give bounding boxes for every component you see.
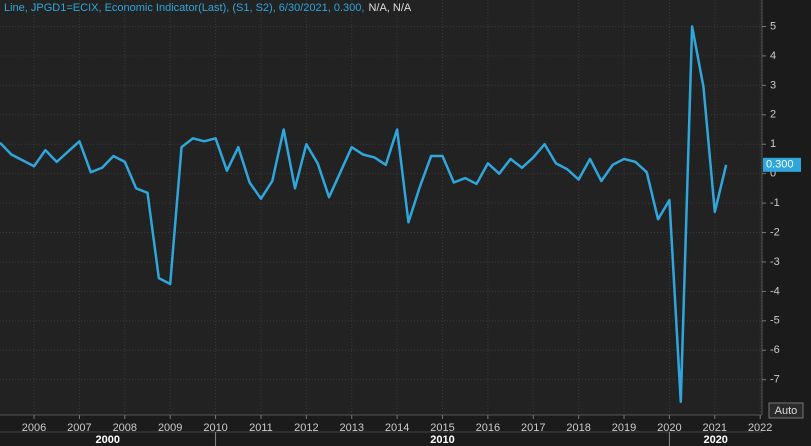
y-tick-label: -2 [770,226,780,238]
x-tick-label: 2020 [657,422,681,434]
decade-label: 2000 [96,434,120,446]
x-tick-label: 2018 [566,422,590,434]
last-value-tag [763,157,801,172]
x-tick-label: 2022 [748,422,772,434]
grid: -7 -6 -5 -4 -3 -2 -1 0 1 2 3 4 5 2006 2007 2008 2009 2010… [0,0,780,446]
decade-label: 2010 [430,434,454,446]
last-value-label: 0.300 [766,159,794,171]
y-tick-label: -1 [770,197,780,209]
y-tick-label: -3 [770,256,780,268]
series-line [0,25,728,404]
auto-button-frame[interactable] [768,402,804,419]
y-tick-label: 5 [770,20,776,32]
x-tick-label: 2010 [203,422,227,434]
x-tick-label: 2008 [113,422,137,434]
x-tick-label: 2019 [612,422,636,434]
x-tick-label: 2016 [476,422,500,434]
legend-extra: N/A, N/A [368,2,411,14]
x-tick-label: 2006 [22,422,46,434]
y-tick-label: -7 [770,374,780,386]
y-tick-label: 4 [770,50,776,62]
y-tick-label: -6 [770,344,780,356]
decade-label: 2020 [703,434,727,446]
x-tick-label: 2007 [67,422,91,434]
y-tick-label: 3 [770,79,776,91]
x-tick-label: 2013 [339,422,363,434]
x-tick-label: 2021 [703,422,727,434]
x-tick-label: 2015 [430,422,454,434]
y-tick-label: 0 [770,168,776,180]
x-tick-label: 2017 [521,422,545,434]
plot-area [0,0,762,415]
x-tick-label: 2009 [158,422,182,434]
marks: 0.300 [0,25,801,404]
x-tick-label: 2014 [385,422,409,434]
y-tick-label: 1 [770,138,776,150]
x-tick-label: 2011 [249,422,273,434]
y-tick-label: -4 [770,285,780,297]
legend-series: Line, JPGD1=ECIX, Economic Indicator(Las… [4,2,364,14]
x-tick-label: 2012 [294,422,318,434]
y-tick-label: 2 [770,109,776,121]
auto-button-label[interactable]: Auto [775,405,798,417]
y-tick-label: -5 [770,315,780,327]
auto-button[interactable]: Auto [768,402,804,419]
